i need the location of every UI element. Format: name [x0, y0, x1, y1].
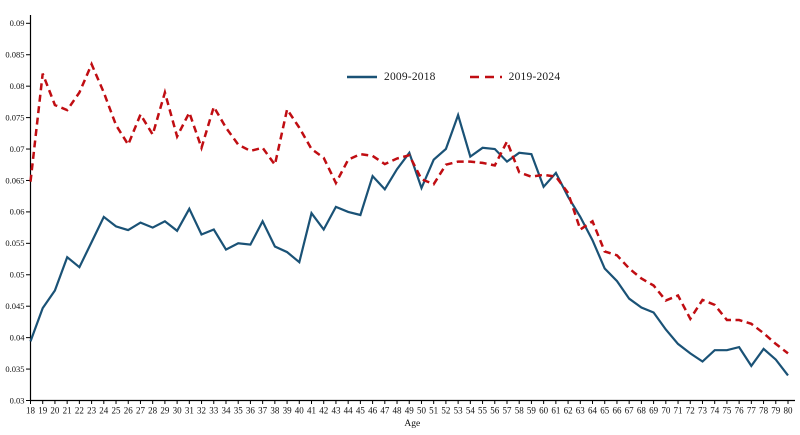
x-tick-label: 49: [405, 406, 415, 416]
series-line-2009-2018: [29, 111, 789, 377]
x-tick-label: 21: [63, 406, 72, 416]
x-tick-label: 27: [136, 406, 146, 416]
x-tick-label: 65: [600, 406, 610, 416]
x-tick-label: 20: [50, 406, 60, 416]
y-tick-label: 0.08: [10, 81, 25, 91]
y-tick-label: 0.09: [10, 18, 25, 28]
legend-label-2009-2018: 2009-2018: [384, 71, 436, 83]
x-tick-label: 44: [344, 406, 354, 416]
x-tick-label: 29: [160, 406, 170, 416]
x-tick-label: 43: [331, 406, 341, 416]
x-tick-label: 46: [368, 406, 378, 416]
x-tick-label: 33: [209, 406, 219, 416]
x-tick-label: 37: [258, 406, 268, 416]
y-tick-label: 0.05: [10, 270, 25, 280]
x-tick-label: 28: [148, 406, 158, 416]
x-tick-label: 52: [441, 406, 450, 416]
x-tick-label: 79: [771, 406, 781, 416]
x-tick-label: 42: [319, 406, 328, 416]
x-tick-label: 72: [686, 406, 695, 416]
x-tick-label: 45: [356, 406, 366, 416]
x-tick-label: 23: [87, 406, 97, 416]
x-tick-label: 74: [710, 406, 720, 416]
x-tick-label: 61: [551, 406, 560, 416]
x-tick-label: 36: [246, 406, 256, 416]
x-tick-label: 80: [784, 406, 794, 416]
x-tick-label: 19: [38, 406, 48, 416]
x-tick-label: 50: [417, 406, 427, 416]
legend-label-2019-2024: 2019-2024: [508, 71, 561, 83]
x-tick-label: 32: [197, 406, 206, 416]
x-tick-label: 40: [295, 406, 305, 416]
x-tick-label: 31: [185, 406, 194, 416]
x-tick-label: 35: [234, 406, 244, 416]
x-tick-label: 64: [588, 406, 598, 416]
x-tick-label: 22: [75, 406, 84, 416]
y-tick-label: 0.06: [10, 207, 25, 217]
axes-lines: [29, 15, 795, 402]
y-tick-label: 0.055: [5, 238, 24, 248]
y-tick-label: 0.075: [5, 112, 24, 122]
x-tick-label: 70: [661, 406, 671, 416]
x-tick-label: 54: [466, 406, 476, 416]
x-tick-label: 66: [612, 406, 622, 416]
y-tick-label: 0.035: [5, 364, 24, 374]
y-tick-label: 0.045: [5, 301, 24, 311]
x-tick-label: 47: [380, 406, 390, 416]
x-tick-label: 60: [539, 406, 549, 416]
y-tick-label: 0.07: [10, 144, 25, 154]
x-tick-label: 71: [674, 406, 683, 416]
x-tick-label: 55: [478, 406, 488, 416]
series-line-2019-2024: [29, 61, 789, 355]
x-tick-label: 26: [124, 406, 134, 416]
y-tick-label: 0.085: [5, 50, 24, 60]
chart-legend: 2009-2018 2019-2024: [347, 71, 560, 83]
x-tick-label: 73: [698, 406, 708, 416]
x-tick-label: 53: [454, 406, 464, 416]
x-tick-label: 57: [502, 406, 512, 416]
y-tick-label: 0.065: [5, 175, 24, 185]
x-tick-label: 68: [637, 406, 647, 416]
x-tick-label: 34: [221, 406, 231, 416]
x-tick-label: 63: [576, 406, 586, 416]
x-tick-label: 62: [564, 406, 573, 416]
x-tick-label: 76: [735, 406, 745, 416]
x-tick-label: 41: [307, 406, 316, 416]
x-tick-label: 24: [99, 406, 109, 416]
legend-item-2019-2024: 2019-2024: [469, 71, 561, 83]
solid-line-sample-icon: [347, 75, 377, 79]
x-tick-label: 56: [490, 406, 500, 416]
legend-item-2009-2018: 2009-2018: [347, 71, 436, 83]
x-tick-label: 75: [722, 406, 732, 416]
y-tick-label: 0.04: [10, 332, 26, 342]
x-axis-title: Age: [404, 419, 420, 429]
x-tick-label: 30: [173, 406, 183, 416]
x-tick-label: 25: [112, 406, 122, 416]
x-tick-label: 78: [759, 406, 769, 416]
x-tick-label: 58: [515, 406, 525, 416]
x-tick-label: 51: [429, 406, 438, 416]
x-tick-label: 59: [527, 406, 537, 416]
y-tick-label: 0.03: [10, 395, 25, 405]
x-tick-label: 39: [283, 406, 293, 416]
x-tick-label: 77: [747, 406, 757, 416]
x-tick-label: 67: [625, 406, 635, 416]
x-tick-label: 38: [270, 406, 280, 416]
x-tick-label: 48: [393, 406, 403, 416]
dashed-line-sample-icon: [469, 75, 502, 79]
x-tick-label: 18: [26, 406, 36, 416]
x-tick-label: 69: [649, 406, 659, 416]
